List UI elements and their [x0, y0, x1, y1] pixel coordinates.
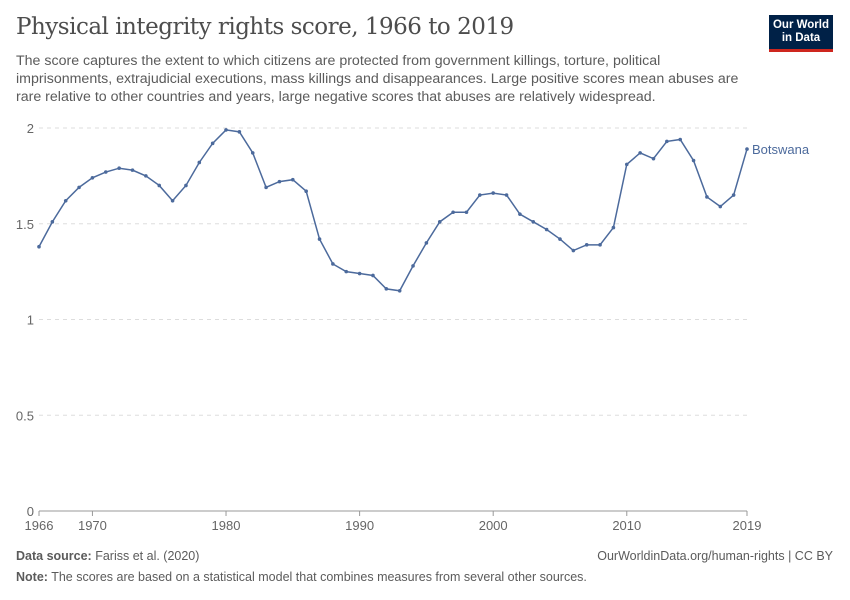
data-point — [451, 210, 455, 215]
data-point — [478, 193, 482, 197]
x-tick-label: 2019 — [733, 518, 762, 533]
y-tick-label: 0 — [27, 504, 34, 519]
data-point — [103, 170, 108, 174]
data-point — [63, 198, 68, 203]
y-tick-label: 2 — [27, 121, 34, 136]
data-point — [558, 237, 562, 241]
series-label: Botswana — [752, 142, 810, 157]
y-tick-label: 1 — [27, 313, 34, 328]
data-point — [304, 189, 308, 193]
data-point — [437, 220, 442, 224]
series-line-botswana — [38, 129, 748, 292]
footnote: Note: The scores are based on a statisti… — [16, 570, 587, 584]
data-point — [130, 168, 135, 172]
data-point — [90, 175, 95, 180]
data-point — [384, 287, 389, 291]
data-point — [170, 198, 175, 203]
data-point — [424, 241, 429, 245]
x-tick-label: 1966 — [25, 518, 54, 533]
data-point — [37, 244, 41, 249]
source-link[interactable]: Fariss et al. (2020) — [95, 549, 200, 563]
x-tick-label: 1980 — [212, 518, 241, 533]
logo-line-2: in Data — [781, 32, 821, 44]
chart-subtitle: The score captures the extent to which c… — [16, 53, 739, 105]
data-point — [144, 174, 148, 178]
data-point — [584, 243, 589, 247]
x-tick-label: 1990 — [345, 518, 374, 533]
url-license[interactable]: OurWorldinData.org/human-rights | CC BY — [597, 549, 833, 563]
data-point — [745, 147, 749, 151]
data-source: Data source: Fariss et al. (2020) — [16, 549, 199, 563]
data-point — [184, 183, 188, 188]
data-point — [624, 162, 629, 167]
data-point — [117, 166, 121, 171]
data-point — [197, 160, 202, 165]
source-label: Data source: — [16, 549, 92, 563]
data-point — [77, 185, 81, 190]
data-point — [277, 179, 282, 184]
data-point — [691, 158, 696, 163]
data-point — [317, 237, 322, 241]
data-point — [491, 191, 495, 195]
note-label: Note: — [16, 570, 48, 584]
data-point — [518, 212, 522, 216]
y-tick-label: 1.5 — [16, 217, 34, 232]
data-point — [464, 210, 469, 215]
data-point — [291, 177, 295, 182]
data-point — [357, 271, 362, 276]
data-point — [411, 264, 415, 268]
data-point — [371, 273, 375, 278]
data-point — [571, 248, 576, 253]
data-point — [210, 141, 215, 146]
note-text: The scores are based on a statistical mo… — [51, 570, 587, 584]
data-point — [531, 220, 536, 224]
data-point — [504, 193, 509, 197]
owid-logo[interactable]: Our World in Data — [769, 15, 833, 52]
chart-title: Physical integrity rights score, 1966 to… — [16, 14, 514, 40]
data-point — [237, 130, 242, 134]
data-point — [731, 193, 736, 197]
x-tick-label: 2010 — [612, 518, 641, 533]
data-point — [397, 288, 402, 293]
data-point — [250, 151, 255, 155]
y-tick-label: 0.5 — [16, 408, 34, 423]
data-point — [544, 227, 549, 232]
logo-line-1: Our World — [772, 19, 829, 31]
data-point — [224, 128, 228, 132]
data-point — [718, 204, 723, 209]
data-point — [678, 137, 683, 142]
data-point — [264, 185, 268, 190]
x-tick-label: 2000 — [479, 518, 508, 533]
x-tick-label: 1970 — [78, 518, 107, 533]
data-point — [331, 262, 335, 266]
data-point — [157, 183, 162, 188]
data-point — [50, 220, 55, 224]
data-point — [638, 151, 642, 155]
data-point — [598, 243, 602, 247]
data-point — [611, 225, 616, 230]
data-point — [665, 139, 669, 144]
data-point — [651, 156, 656, 161]
data-point — [705, 195, 709, 199]
data-point — [344, 269, 349, 274]
